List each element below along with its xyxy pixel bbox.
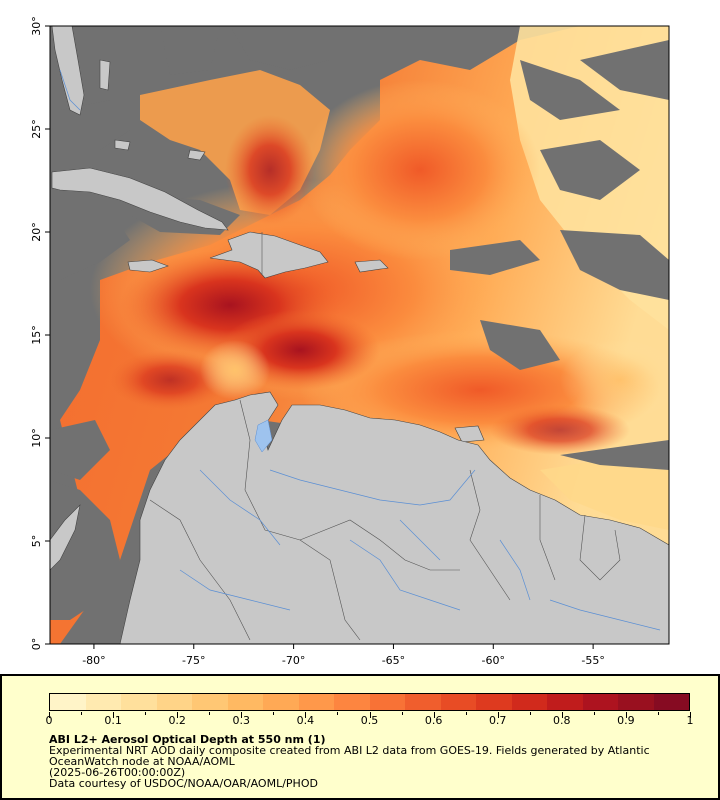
lat-tick-label: 10° <box>30 428 43 448</box>
land <box>50 26 669 644</box>
puerto-rico <box>354 259 389 273</box>
axis-ticks: -80° -75° -70° -65° -60° -55° 0° 5° 10° 15° 20° 25°… <box>30 16 605 667</box>
colorbar-swatch <box>156 694 192 710</box>
colorbar-tick-label: 0.1 <box>104 714 122 727</box>
colorbar-swatch <box>50 694 86 710</box>
colorbar-tick-label: 0.7 <box>488 714 507 727</box>
lon-tick-label: -65° <box>382 654 405 667</box>
lat-tick-label: 15° <box>30 325 43 345</box>
colorbar-ticks <box>49 712 691 720</box>
jamaica <box>127 259 169 273</box>
colorbar-swatch <box>192 694 228 710</box>
florida <box>51 26 85 116</box>
colorbar-tick-label: 0.9 <box>617 714 635 727</box>
country-borders <box>149 232 621 641</box>
lat-tick-label: 0° <box>30 638 43 651</box>
colorbar-tick-mark <box>337 712 339 715</box>
colorbar-tick-mark <box>369 712 371 718</box>
colorbar-tick-label: 0.3 <box>232 714 251 727</box>
colorbar-swatch <box>476 694 512 710</box>
colorbar-swatch <box>85 694 121 710</box>
colorbar-tick-mark <box>433 712 435 718</box>
lat-tick-label: 5° <box>30 535 43 548</box>
hispaniola <box>209 231 329 279</box>
rivers <box>59 69 661 631</box>
colorbar-tick-mark <box>465 712 467 715</box>
lon-tick-label: -75° <box>182 654 205 667</box>
trinidad <box>454 425 485 443</box>
colorbar-tick-label: 0.8 <box>553 714 571 727</box>
colorbar <box>49 693 690 711</box>
cuba <box>51 167 229 231</box>
legend-credits: Data courtesy of USDOC/NOAA/OAR/AOML/PHO… <box>49 777 318 790</box>
colorbar-tick-mark <box>625 712 627 718</box>
colorbar-swatch <box>618 694 654 710</box>
colorbar-tick-label: 0.6 <box>424 714 443 727</box>
colorbar-swatch <box>582 694 618 710</box>
lake-maracaibo <box>254 419 273 453</box>
legend-panel: ABI L2+ Aerosol Optical Depth at 550 nm … <box>0 674 720 800</box>
lat-tick-label: 30° <box>30 16 43 36</box>
colorbar-swatch <box>511 694 547 710</box>
colorbar-swatch <box>263 694 299 710</box>
colorbar-tick-mark <box>273 712 275 715</box>
south-america <box>119 391 669 644</box>
colorbar-swatch <box>653 694 689 710</box>
colorbar-tick-mark <box>145 712 147 715</box>
colorbar-swatch <box>547 694 583 710</box>
colorbar-tick-mark <box>657 712 659 715</box>
colorbar-swatch <box>121 694 157 710</box>
colorbar-swatch <box>334 694 370 710</box>
legend-text: ABI L2+ Aerosol Optical Depth at 550 nm … <box>49 734 709 789</box>
colorbar-tick-mark <box>49 712 50 718</box>
lon-tick-label: -70° <box>282 654 305 667</box>
lon-tick-label: -55° <box>581 654 604 667</box>
colorbar-tick-mark <box>529 712 531 715</box>
cloud-gaps <box>50 26 669 620</box>
aod-map: -80° -75° -70° -65° -60° -55° 0° 5° 10° 15° 20° 25°… <box>30 16 670 667</box>
legend-description-cont: OceanWatch node at NOAA/AOML <box>49 755 235 768</box>
colorbar-tick-label: 0.5 <box>360 714 379 727</box>
colorbar-swatch <box>227 694 263 710</box>
colorbar-tick-mark <box>81 712 83 715</box>
colorbar-tick-mark <box>593 712 595 715</box>
legend-description: Experimental NRT AOD daily composite cre… <box>49 744 650 757</box>
colorbar-swatch <box>440 694 476 710</box>
colorbar-tick-mark <box>177 712 179 718</box>
lon-tick-label: -80° <box>82 654 105 667</box>
colorbar-tick-mark <box>401 712 403 715</box>
colorbar-tick-label: 0.2 <box>168 714 186 727</box>
colorbar-tick-mark <box>209 712 211 715</box>
colorbar-tick-label: 0 <box>45 714 53 727</box>
lon-tick-label: -60° <box>482 654 505 667</box>
data-layer <box>50 26 669 644</box>
colorbar-tick-label: 0.4 <box>296 714 315 727</box>
lat-tick-label: 25° <box>30 119 43 139</box>
colorbar-swatch <box>298 694 334 710</box>
colorbar-tick-mark <box>113 712 115 718</box>
colorbar-tick-mark <box>690 712 691 718</box>
central-america <box>50 504 81 571</box>
legend-timestamp: (2025-06-26T00:00:00Z) <box>49 766 186 779</box>
colorbar-swatch <box>405 694 441 710</box>
colorbar-tick-mark <box>305 712 307 718</box>
lat-tick-label: 20° <box>30 222 43 242</box>
colorbar-swatch <box>369 694 405 710</box>
colorbar-tick-mark <box>497 712 499 718</box>
aerosol-clean-southeast <box>540 460 669 530</box>
map-canvas: -80° -75° -70° -65° -60° -55° 0° 5° 10° 15° 20° 25°… <box>30 16 670 667</box>
colorbar-tick-mark <box>241 712 243 718</box>
legend-title: ABI L2+ Aerosol Optical Depth at 550 nm … <box>49 733 326 746</box>
colorbar-tick-label: 1 <box>686 714 694 727</box>
colorbar-tick-mark <box>561 712 563 718</box>
